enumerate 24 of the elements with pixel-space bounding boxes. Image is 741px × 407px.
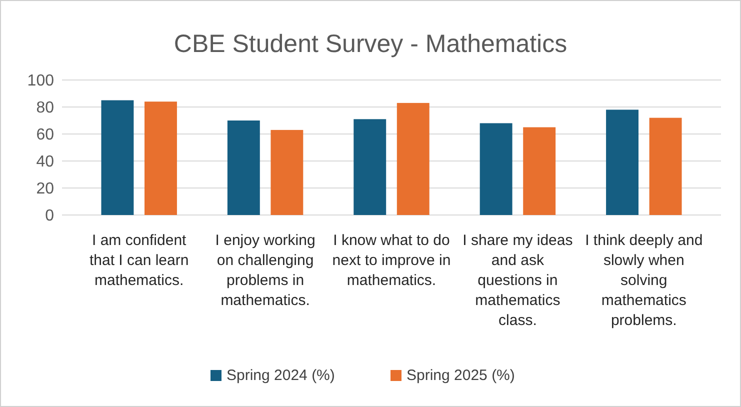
- bar: [649, 118, 682, 215]
- bar: [144, 102, 177, 215]
- y-tick-label: 60: [36, 126, 54, 144]
- bar: [354, 119, 386, 215]
- x-tick-label: I share my ideas and ask questions in mathematics class.: [462, 232, 573, 329]
- bar: [480, 123, 512, 215]
- y-tick-label: 80: [36, 100, 54, 117]
- bar: [270, 130, 304, 215]
- x-tick-label: I enjoy working on challenging problems in mathematics.: [215, 232, 316, 309]
- x-tick-label: I know what to do next to improve in mathematics.: [332, 232, 451, 289]
- x-tick-label: I think deeply and slowly when solving mathematics problems.: [585, 232, 703, 329]
- bar: [396, 102, 430, 215]
- y-tick-label: 0: [45, 208, 54, 225]
- bar: [606, 110, 638, 215]
- y-tick-label: 100: [27, 72, 54, 90]
- bar: [227, 120, 260, 215]
- x-tick-label: I am confident that I can learn mathematics.: [89, 232, 189, 289]
- legend-label: Spring 2025 (%): [406, 367, 515, 384]
- legend-label: Spring 2024 (%): [226, 367, 335, 384]
- y-tick-label: 20: [36, 180, 54, 198]
- y-tick-label: 40: [36, 154, 54, 171]
- bar: [523, 127, 556, 215]
- chart-title: CBE Student Survey - Mathematics: [174, 30, 568, 58]
- bar: [101, 100, 134, 215]
